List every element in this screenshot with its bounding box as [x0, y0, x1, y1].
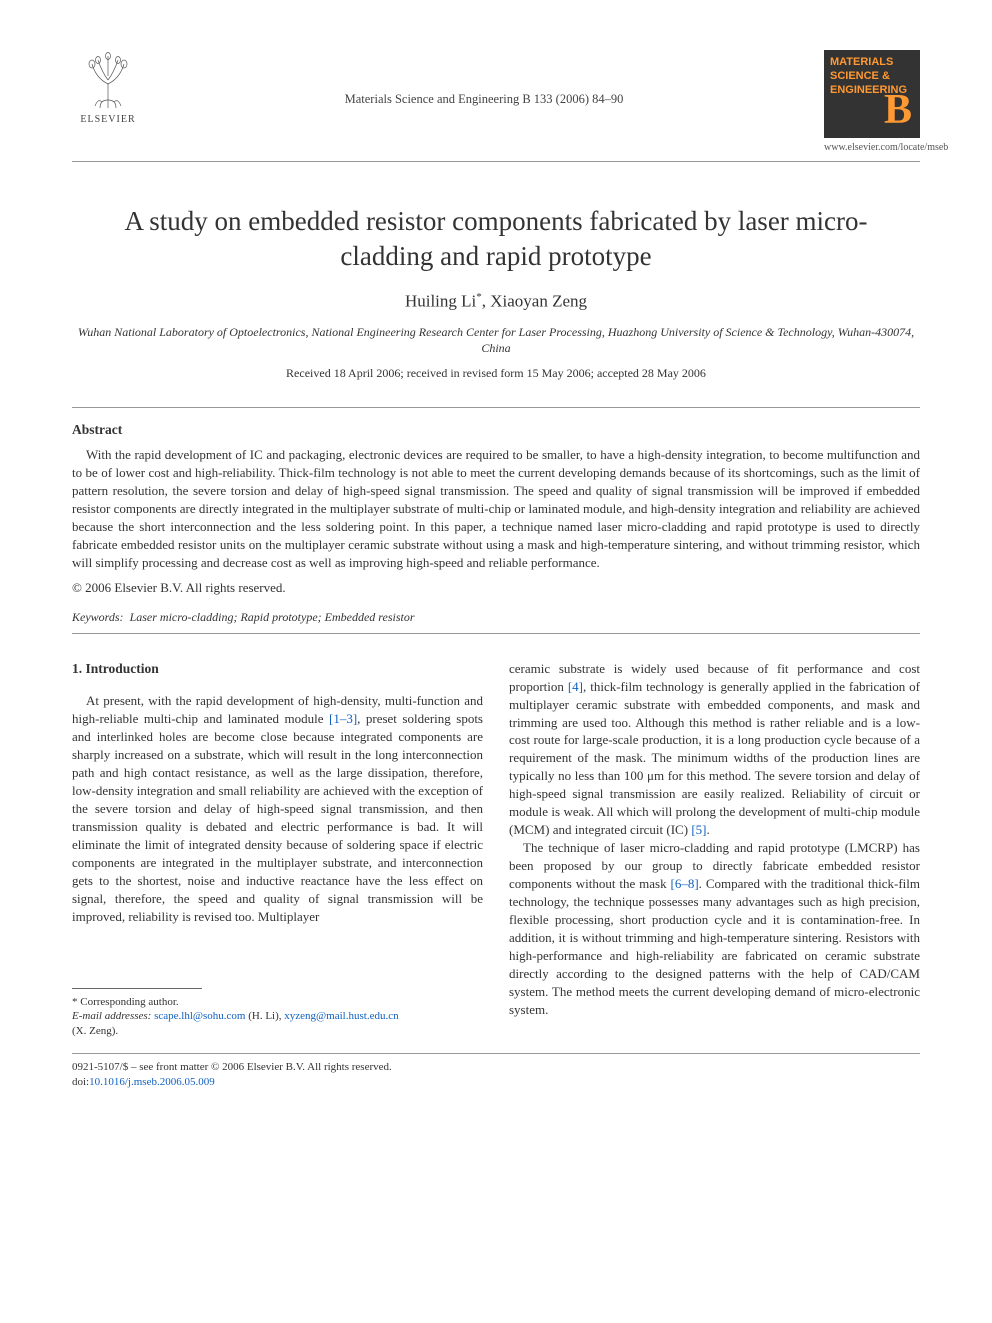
- header-rule: [72, 161, 920, 162]
- doi-line: doi:10.1016/j.mseb.2006.05.009: [72, 1075, 920, 1090]
- article-header: ELSEVIER Materials Science and Engineeri…: [72, 50, 920, 153]
- corresponding-footnote: * Corresponding author. E-mail addresses…: [72, 995, 483, 1040]
- journal-reference: Materials Science and Engineering B 133 …: [144, 92, 824, 107]
- abstract-copyright: © 2006 Elsevier B.V. All rights reserved…: [72, 580, 920, 596]
- email-name: (H. Li),: [245, 1010, 284, 1022]
- email-name: (X. Zeng).: [72, 1024, 483, 1039]
- badge-letter: B: [884, 84, 912, 137]
- journal-url: www.elsevier.com/locate/mseb: [824, 142, 920, 153]
- text-run: .: [706, 822, 709, 837]
- email-link[interactable]: xyzeng@mail.hust.edu.cn: [284, 1010, 398, 1022]
- abstract-text: With the rapid development of IC and pac…: [72, 446, 920, 572]
- article-title: A study on embedded resistor components …: [102, 204, 890, 273]
- issn-line: 0921-5107/$ – see front matter © 2006 El…: [72, 1060, 920, 1075]
- email-label: E-mail addresses:: [72, 1010, 151, 1022]
- keywords: Keywords: Laser micro-cladding; Rapid pr…: [72, 610, 920, 625]
- journal-badge: MATERIALS SCIENCE & ENGINEERING B www.el…: [824, 50, 920, 153]
- email-link[interactable]: scape.lhl@sohu.com: [154, 1010, 245, 1022]
- abstract-top-rule: [72, 407, 920, 408]
- elsevier-tree-icon: [78, 50, 138, 110]
- text-run: . Compared with the traditional thick-fi…: [509, 876, 920, 1017]
- citation-link[interactable]: [1–3]: [329, 711, 357, 726]
- author-name: Huiling Li: [405, 292, 476, 311]
- footer-rule: [72, 1053, 920, 1054]
- abstract-body: With the rapid development of IC and pac…: [72, 446, 920, 572]
- footnote-corr: * Corresponding author.: [72, 995, 483, 1010]
- left-column: 1. Introduction At present, with the rap…: [72, 660, 483, 1039]
- publisher-name: ELSEVIER: [72, 114, 144, 125]
- citation-link[interactable]: [4]: [568, 679, 583, 694]
- body-columns: 1. Introduction At present, with the rap…: [72, 660, 920, 1039]
- text-run: , thick-film technology is generally app…: [509, 679, 920, 838]
- right-column: ceramic substrate is widely used because…: [509, 660, 920, 1039]
- paragraph: The technique of laser micro-cladding an…: [509, 839, 920, 1018]
- citation-link[interactable]: [5]: [691, 822, 706, 837]
- badge-line: SCIENCE &: [830, 70, 914, 84]
- footnote-rule: [72, 988, 202, 989]
- footnote-emails: E-mail addresses: scape.lhl@sohu.com (H.…: [72, 1009, 483, 1024]
- citation-link[interactable]: [6–8]: [671, 876, 699, 891]
- author-list: Huiling Li*, Xiaoyan Zeng: [72, 291, 920, 312]
- doi-label: doi:: [72, 1076, 89, 1088]
- keywords-label: Keywords:: [72, 610, 124, 624]
- paragraph: At present, with the rapid development o…: [72, 692, 483, 925]
- affiliation: Wuhan National Laboratory of Optoelectro…: [72, 324, 920, 356]
- paragraph: ceramic substrate is widely used because…: [509, 660, 920, 839]
- corresponding-mark: *: [476, 291, 482, 303]
- abstract-bottom-rule: [72, 633, 920, 634]
- journal-badge-box: MATERIALS SCIENCE & ENGINEERING B: [824, 50, 920, 138]
- footer-block: 0921-5107/$ – see front matter © 2006 El…: [72, 1060, 920, 1090]
- keywords-text: Laser micro-cladding; Rapid prototype; E…: [130, 610, 415, 624]
- text-run: , preset soldering spots and interlinked…: [72, 711, 483, 923]
- section-heading: 1. Introduction: [72, 660, 483, 679]
- badge-line: MATERIALS: [830, 56, 914, 70]
- doi-link[interactable]: 10.1016/j.mseb.2006.05.009: [89, 1076, 215, 1088]
- author-name: Xiaoyan Zeng: [490, 292, 587, 311]
- abstract-heading: Abstract: [72, 422, 920, 438]
- publisher-logo: ELSEVIER: [72, 50, 144, 125]
- article-dates: Received 18 April 2006; received in revi…: [72, 366, 920, 381]
